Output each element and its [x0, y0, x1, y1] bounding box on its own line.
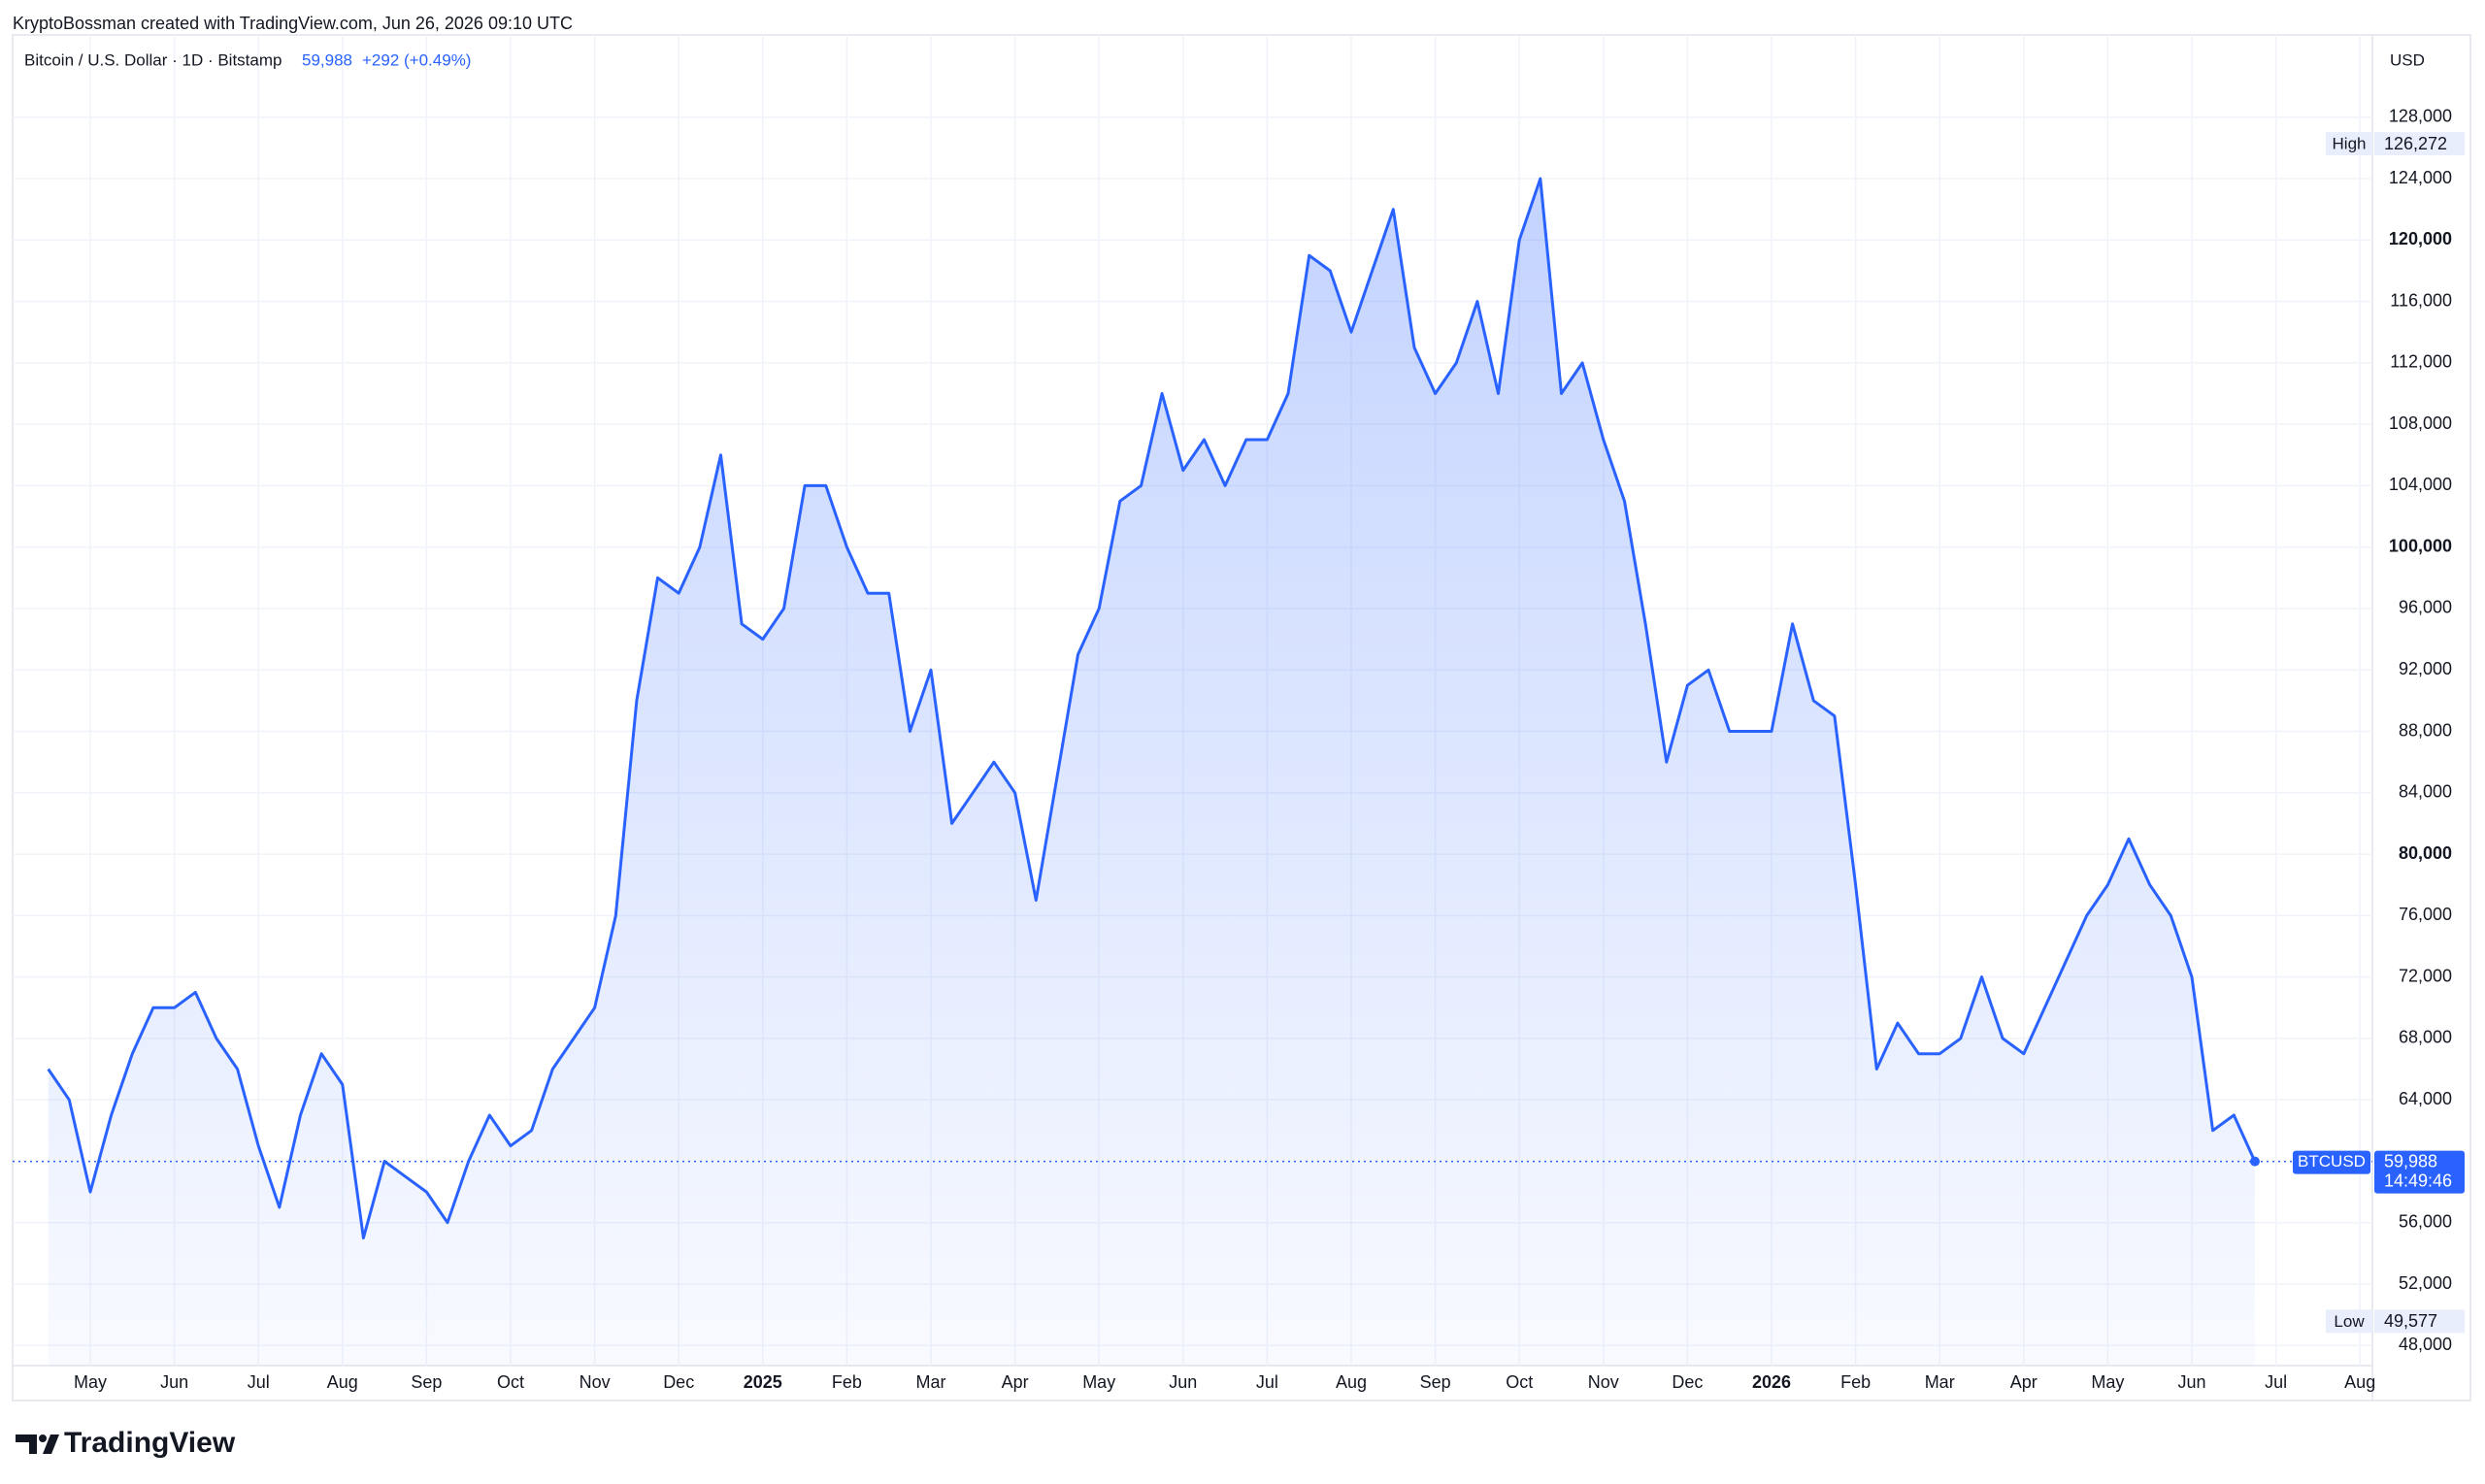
y-tick-label: 128,000: [2389, 107, 2452, 126]
x-tick-label: Aug: [2344, 1372, 2375, 1392]
chart-frame: [12, 34, 2471, 1402]
x-tick-label: Nov: [580, 1372, 611, 1392]
x-tick-label: Mar: [916, 1372, 946, 1392]
y-tick-label: 80,000: [2399, 843, 2452, 863]
brand-logo: [16, 1435, 59, 1454]
y-tick-label: 96,000: [2399, 598, 2452, 617]
brand: TradingView: [64, 1427, 236, 1459]
x-tick-label: Oct: [1506, 1372, 1533, 1392]
x-tick-label: Jul: [2265, 1372, 2287, 1392]
x-tick-label: Dec: [663, 1372, 694, 1392]
header-change: +292 (+0.49%): [362, 50, 471, 69]
x-tick-label: Sep: [411, 1372, 442, 1392]
x-tick-label: Aug: [1336, 1372, 1367, 1392]
area-fill: [48, 179, 2255, 1367]
y-tick-label: 108,000: [2389, 413, 2452, 433]
y-tick-label: 120,000: [2389, 229, 2452, 248]
y-tick-label: 88,000: [2399, 720, 2452, 740]
x-tick-label: Jun: [1169, 1372, 1197, 1392]
y-tick-label: 112,000: [2390, 352, 2452, 372]
x-tick-label: Jun: [160, 1372, 188, 1392]
marker-value-bg: [2374, 132, 2465, 156]
last-point: [2249, 1156, 2260, 1167]
x-tick-label: Oct: [497, 1372, 524, 1392]
x-tick-label: May: [1082, 1372, 1115, 1392]
x-tick-label: Apr: [2010, 1372, 2038, 1392]
x-tick-label: Aug: [327, 1372, 358, 1392]
x-tick-label: Feb: [1840, 1372, 1871, 1392]
price-line: [47, 177, 2257, 1239]
y-tick-label: 104,000: [2389, 475, 2452, 494]
x-tick-label: May: [74, 1372, 107, 1392]
x-tick-label: Jun: [2177, 1372, 2205, 1392]
x-tick-label: Mar: [1925, 1372, 1955, 1392]
currency: USD: [2390, 50, 2425, 69]
x-tick-label: Nov: [1588, 1372, 1619, 1392]
x-tick-label: May: [2091, 1372, 2124, 1392]
x-tick-label: 2025: [744, 1372, 782, 1392]
symbol-tag-bg: [2293, 1150, 2370, 1174]
marker-label: High: [2333, 135, 2367, 153]
y-tick-label: 56,000: [2399, 1211, 2452, 1231]
x-tick-label: Dec: [1672, 1372, 1703, 1392]
marker-value: 126,272: [2384, 134, 2447, 153]
marker-value-bg: [2374, 1309, 2465, 1334]
marker-label-bg: [2326, 1309, 2372, 1334]
y-tick-label: 64,000: [2399, 1089, 2452, 1108]
symbol-tag: BTCUSD: [2298, 1152, 2366, 1171]
y-tick-label: 68,000: [2399, 1028, 2452, 1047]
y-tick-label: 124,000: [2389, 168, 2452, 187]
last-price-tag-bg: [2374, 1150, 2465, 1194]
marker-label: Low: [2334, 1312, 2365, 1331]
x-tick-label: 2026: [1752, 1372, 1791, 1392]
x-tick-label: Jul: [1256, 1372, 1278, 1392]
y-tick-label: 52,000: [2399, 1273, 2452, 1293]
y-tick-label: 84,000: [2399, 782, 2452, 802]
x-tick-label: Sep: [1420, 1372, 1451, 1392]
y-tick-label: 92,000: [2399, 659, 2452, 678]
y-tick-label: 76,000: [2399, 905, 2452, 924]
x-tick-label: Jul: [248, 1372, 270, 1392]
y-tick-label: 48,000: [2399, 1335, 2452, 1354]
plot: [13, 177, 2372, 1367]
x-tick-label: Apr: [1002, 1372, 1029, 1392]
symbol-title: Bitcoin / U.S. Dollar · 1D · Bitstamp: [24, 50, 282, 69]
attribution: KryptoBossman created with TradingView.c…: [13, 14, 573, 33]
y-tick-label: 116,000: [2390, 290, 2452, 310]
countdown: 14:49:46: [2384, 1171, 2452, 1190]
y-tick-label: 100,000: [2389, 536, 2452, 555]
marker-label-bg: [2326, 132, 2372, 156]
header-price: 59,988: [302, 50, 352, 69]
last-price-tag: 59,988: [2384, 1151, 2437, 1171]
axes: 48,000 52,000 56,000 64,000 68,000 72,000 76,0…: [74, 107, 2465, 1392]
marker-value: 49,577: [2384, 1311, 2437, 1331]
y-tick-label: 72,000: [2399, 966, 2452, 985]
x-tick-label: Feb: [832, 1372, 862, 1392]
